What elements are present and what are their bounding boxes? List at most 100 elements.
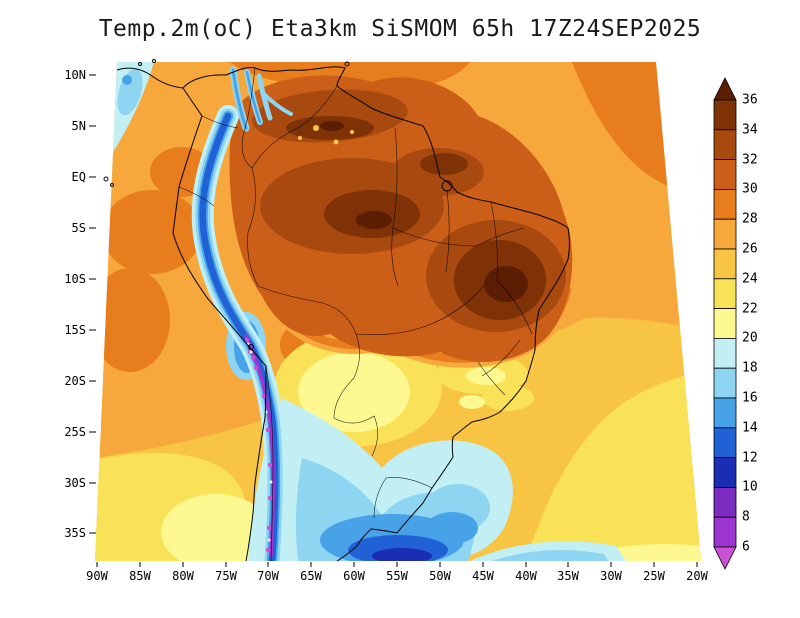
lat-label: 30S [64, 476, 86, 490]
chile-coast-pale [161, 494, 271, 561]
lon-label: 60W [343, 569, 365, 583]
border-line [490, 201, 498, 281]
lon-label: 80W [172, 569, 194, 583]
lat-label: 35S [64, 526, 86, 540]
geography-overlay [103, 59, 570, 562]
border-line [355, 285, 485, 336]
border-line [257, 285, 360, 379]
se-brazil-highland-yellow [482, 385, 534, 411]
hottest-core [484, 266, 528, 302]
island [138, 62, 142, 66]
colorbar-tick-label: 18 [742, 360, 758, 376]
colorbar-tick-label: 14 [742, 420, 758, 436]
colorbar-segment [713, 278, 737, 309]
border-line [475, 227, 525, 247]
border-line [392, 227, 477, 247]
country-state-borders [178, 67, 533, 562]
colorbar-tick-label: 30 [742, 181, 758, 197]
highland-pale-spot [466, 367, 506, 385]
paraguay-pale [298, 352, 410, 432]
border-line [496, 279, 533, 335]
hottest-core [320, 121, 344, 131]
colorbar-tick-label: 20 [742, 330, 758, 346]
colorbar-segment [713, 367, 737, 399]
lon-label: 85W [129, 569, 151, 583]
island-galapagos [110, 183, 114, 187]
island-galapagos [103, 176, 109, 182]
colorbar-tick-label: 12 [742, 450, 758, 466]
colorbar-segment [713, 397, 737, 429]
colorbar-segment [713, 248, 737, 280]
colorbar-tick-label: 6 [742, 539, 750, 555]
merida-range [260, 90, 293, 116]
colorbar-tick-label: 26 [742, 241, 758, 257]
colorbar-tick-label: 16 [742, 390, 758, 406]
border-line [241, 67, 256, 169]
border-line [477, 339, 521, 396]
pacific-warm-patch [102, 190, 202, 274]
atlantic-se-yellow [526, 372, 701, 561]
lon-label: 75W [215, 569, 237, 583]
lat-label: 15S [64, 323, 86, 337]
lat-label: EQ [71, 170, 86, 184]
lon-label: 70W [257, 569, 279, 583]
pacific-warm-patch [95, 268, 170, 372]
island [152, 59, 156, 63]
coastline [172, 66, 570, 562]
colorbar-segment [713, 516, 737, 548]
colorbar-segment [713, 427, 737, 458]
colorbar-tick-label: 24 [742, 271, 758, 287]
colorbar-tick-label: 8 [742, 509, 750, 525]
lat-label: 10S [64, 272, 86, 286]
map-title: Temp.2m(oC) Eta3km SiSMOM 65h 17Z24SEP20… [98, 16, 702, 42]
lat-label: 25S [64, 425, 86, 439]
nw-cool-core [122, 75, 132, 85]
andes-cold-band [191, 66, 293, 561]
border-line [373, 477, 433, 519]
border-line [265, 365, 274, 562]
graticule-ticks [89, 74, 698, 567]
lon-label: 25W [643, 569, 665, 583]
colombia-cordillera-core [231, 68, 248, 130]
south-ocean-blue-strip [492, 549, 608, 561]
colorbar-segment [713, 308, 737, 339]
lat-label: 10N [64, 68, 86, 82]
colorbar-segment [713, 486, 737, 518]
colorbar [713, 77, 737, 570]
colorbar-tick-label: 10 [742, 479, 758, 495]
atlantic-ne-warm-patch [572, 62, 668, 186]
hotter-zone [420, 153, 468, 175]
colorbar-segment [713, 99, 737, 131]
border-line [391, 127, 399, 287]
colorbar-tick-label: 34 [742, 122, 758, 138]
lon-label: 30W [600, 569, 622, 583]
highland-speckles [298, 125, 354, 145]
border-line [445, 189, 450, 273]
islands-lakes [103, 59, 453, 350]
andes-purple-crest [244, 334, 275, 558]
colorbar-segment [713, 337, 737, 369]
coldest-core [372, 548, 432, 561]
colorbar-tick-label: 32 [742, 152, 758, 168]
lon-label: 45W [472, 569, 494, 583]
lon-label: 35W [557, 569, 579, 583]
lon-label: 50W [429, 569, 451, 583]
lon-label: 40W [515, 569, 537, 583]
lat-label: 20S [64, 374, 86, 388]
colorbar-tick-label: 28 [742, 211, 758, 227]
lat-label: 5N [71, 119, 86, 133]
colorbar-segment [713, 129, 737, 161]
colombia-cordillera [256, 73, 273, 121]
lon-label: 20W [686, 569, 708, 583]
border-line [201, 115, 239, 129]
temperature-field [95, 62, 701, 561]
colorbar-tick-label: 36 [742, 92, 758, 108]
lon-label: 90W [86, 569, 108, 583]
andes-magenta-dots [244, 337, 273, 553]
colorbar-segment [713, 218, 737, 250]
island-marajo [441, 180, 453, 192]
border-line [247, 167, 259, 287]
colorbar-segment [713, 188, 737, 220]
colorbar-tick-label: 22 [742, 301, 758, 317]
